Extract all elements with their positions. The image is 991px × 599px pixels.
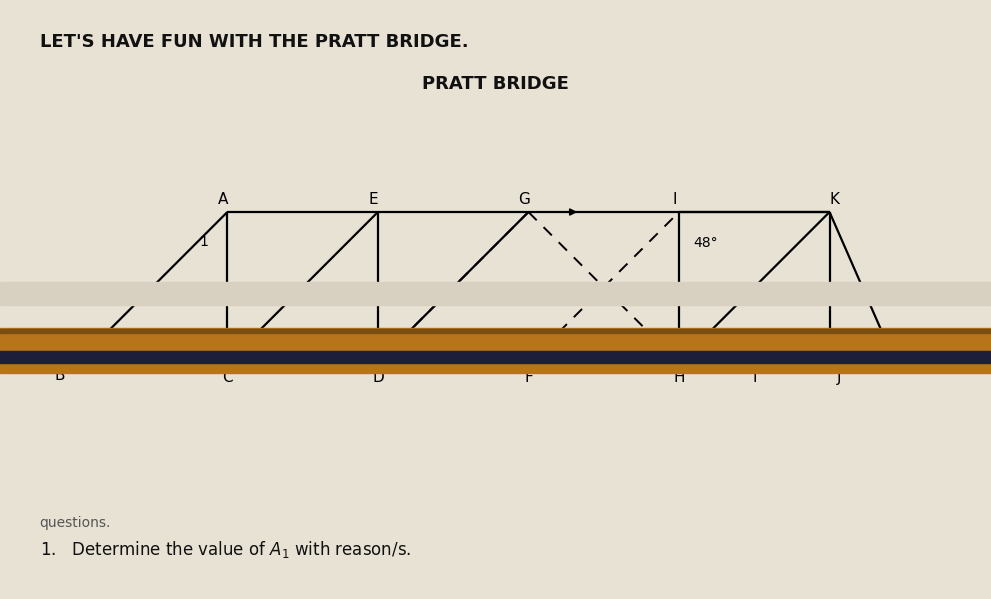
Text: G: G — [517, 192, 529, 207]
Text: 1: 1 — [199, 235, 208, 249]
Text: J: J — [836, 370, 841, 385]
Text: 3: 3 — [535, 335, 544, 349]
Text: 1.   Determine the value of $A_1$ with reason/s.: 1. Determine the value of $A_1$ with rea… — [40, 539, 411, 560]
Text: C: C — [222, 370, 233, 385]
Text: 48°: 48° — [693, 235, 717, 250]
Text: I: I — [672, 192, 677, 207]
Text: questions.: questions. — [40, 516, 111, 530]
Text: H: H — [673, 370, 685, 385]
Text: PRATT BRIDGE: PRATT BRIDGE — [422, 75, 569, 93]
Text: B: B — [55, 368, 65, 383]
Text: LET'S HAVE FUN WITH THE PRATT BRIDGE.: LET'S HAVE FUN WITH THE PRATT BRIDGE. — [40, 33, 469, 51]
Text: I: I — [752, 370, 756, 385]
Text: F: F — [524, 370, 533, 385]
Text: K: K — [829, 192, 839, 207]
Text: D: D — [372, 370, 384, 385]
Text: A: A — [217, 192, 228, 207]
Text: 55°: 55° — [100, 337, 125, 351]
Text: E: E — [369, 192, 378, 207]
